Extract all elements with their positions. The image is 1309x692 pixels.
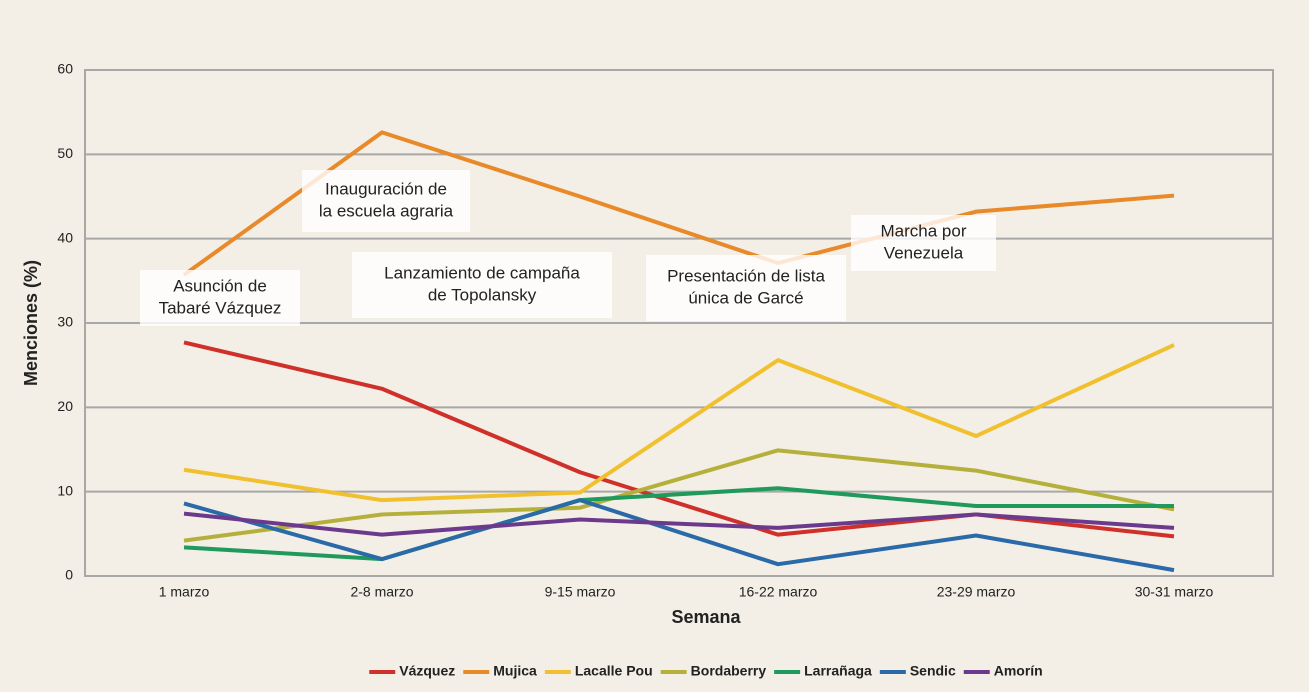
y-tick-label: 60	[57, 61, 73, 77]
y-tick-label: 0	[65, 567, 73, 583]
annotation-box	[646, 255, 846, 321]
legend-label: Lacalle Pou	[575, 663, 653, 679]
line-series	[183, 448, 1175, 543]
annotation-text: de Topolansky	[428, 285, 537, 304]
line-series	[183, 511, 1175, 537]
annotation-text: Inauguración de	[325, 179, 447, 198]
annotation-box	[140, 270, 300, 326]
line-series	[182, 130, 1175, 277]
y-tick-label: 10	[57, 482, 73, 498]
x-tick-label: 1 marzo	[159, 584, 210, 600]
annotation-text: Lanzamiento de campaña	[384, 263, 580, 282]
legend-label: Mujica	[493, 663, 537, 679]
annotation-box	[302, 170, 470, 232]
annotation-text: Tabaré Vázquez	[159, 298, 282, 317]
y-tick-label: 40	[57, 229, 73, 245]
annotation-text: Presentación de lista	[667, 266, 825, 285]
annotation-box	[352, 252, 612, 318]
x-tick-label: 2-8 marzo	[350, 584, 413, 600]
legend-label: Bordaberry	[691, 663, 767, 679]
legend-label: Amorín	[994, 663, 1043, 679]
legend-label: Sendic	[910, 663, 956, 679]
y-tick-label: 50	[57, 145, 73, 161]
line-series	[183, 486, 1174, 562]
y-tick-label: 30	[57, 314, 73, 330]
annotation-text: única de Garcé	[688, 288, 803, 307]
line-series	[183, 343, 1175, 503]
annotation-text: Venezuela	[884, 243, 964, 262]
legend-label: Larrañaga	[804, 663, 872, 679]
legend-label: Vázquez	[399, 663, 455, 679]
x-tick-label: 30-31 marzo	[1135, 584, 1214, 600]
x-tick-label: 9-15 marzo	[545, 584, 616, 600]
annotation-text: Asunción de	[173, 276, 267, 295]
x-axis-label: Semana	[671, 607, 741, 627]
annotation-text: la escuela agraria	[319, 201, 454, 220]
line-series	[183, 498, 1175, 573]
x-tick-label: 23-29 marzo	[937, 584, 1016, 600]
annotation-text: Marcha por	[881, 221, 967, 240]
y-tick-label: 20	[57, 398, 73, 414]
annotation-box	[851, 215, 996, 271]
y-axis-label: Menciones (%)	[21, 260, 41, 386]
x-tick-label: 16-22 marzo	[739, 584, 818, 600]
